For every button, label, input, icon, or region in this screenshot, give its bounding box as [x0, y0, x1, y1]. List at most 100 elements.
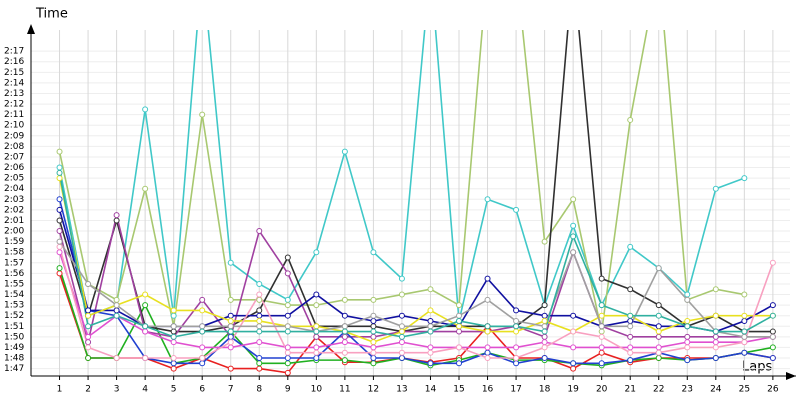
point	[256, 323, 263, 330]
point	[56, 217, 63, 224]
point	[341, 296, 348, 303]
point	[227, 259, 234, 266]
point	[456, 328, 463, 335]
point	[370, 249, 377, 256]
x-tick-label: 15	[453, 385, 464, 395]
point	[598, 302, 605, 309]
point	[655, 302, 662, 309]
point	[56, 238, 63, 245]
point	[456, 302, 463, 309]
point	[398, 291, 405, 298]
y-tick-label: 2:14	[4, 78, 24, 88]
point	[85, 312, 92, 319]
point	[627, 357, 634, 364]
y-tick-label: 1:49	[4, 343, 24, 353]
point	[398, 328, 405, 335]
series-line	[58, 241, 773, 338]
point	[398, 333, 405, 340]
point	[313, 333, 320, 340]
point	[256, 307, 263, 314]
plot-area	[56, 30, 776, 376]
point	[56, 228, 63, 235]
point	[513, 317, 520, 324]
y-tick-label: 2:06	[4, 163, 24, 173]
y-tick-label: 2:13	[4, 89, 24, 99]
x-tick-label: 22	[653, 385, 664, 395]
point	[256, 355, 263, 362]
point	[313, 302, 320, 309]
point	[570, 360, 577, 367]
point	[427, 317, 434, 324]
point	[398, 312, 405, 319]
point	[769, 344, 776, 351]
series-line	[58, 199, 774, 365]
point	[570, 312, 577, 319]
point	[484, 344, 491, 351]
point	[170, 328, 177, 335]
x-tick-label: 9	[285, 385, 291, 395]
point	[513, 328, 520, 335]
series-line	[58, 267, 774, 367]
point	[113, 217, 120, 224]
point	[313, 355, 320, 362]
point	[113, 355, 120, 362]
x-tick-label: 23	[682, 385, 693, 395]
point	[456, 317, 463, 324]
point	[199, 355, 206, 362]
point	[513, 344, 520, 351]
point	[85, 355, 92, 362]
point	[570, 365, 577, 372]
point	[170, 360, 177, 367]
y-tick-label: 1:55	[4, 279, 24, 289]
point	[341, 328, 348, 335]
point	[170, 312, 177, 319]
point	[370, 339, 377, 346]
point	[56, 148, 63, 155]
y-tick-label: 1:50	[4, 332, 24, 342]
point	[56, 196, 63, 203]
point	[513, 206, 520, 213]
point	[541, 333, 548, 340]
point	[256, 317, 263, 324]
x-tick-label: 2	[85, 385, 91, 395]
point	[655, 328, 662, 335]
point	[256, 312, 263, 319]
point	[56, 206, 63, 213]
y-tick-label: 2:15	[4, 68, 24, 78]
y-tick-label: 1:48	[4, 354, 24, 364]
series-line	[58, 177, 773, 343]
point	[598, 328, 605, 335]
point	[56, 243, 63, 250]
point	[598, 312, 605, 319]
x-tick-label: 20	[596, 385, 608, 395]
point	[456, 312, 463, 319]
point	[541, 312, 548, 319]
point	[256, 360, 263, 367]
point	[284, 296, 291, 303]
point	[370, 355, 377, 362]
point	[541, 328, 548, 335]
point	[712, 185, 719, 192]
x-tick-label: 21	[624, 385, 635, 395]
point	[56, 175, 63, 182]
point	[170, 339, 177, 346]
point	[427, 307, 434, 314]
point	[341, 148, 348, 155]
point	[712, 344, 719, 351]
y-tick-label: 1:57	[4, 258, 24, 268]
point	[199, 323, 206, 330]
point	[712, 328, 719, 335]
point	[284, 369, 291, 376]
point	[341, 349, 348, 356]
point	[284, 323, 291, 330]
point	[85, 323, 92, 330]
point	[513, 323, 520, 330]
point	[398, 275, 405, 282]
point	[256, 339, 263, 346]
y-tick-label: 1:52	[4, 311, 24, 321]
y-tick-label: 2:08	[4, 142, 24, 152]
chart-title: Time	[35, 7, 68, 22]
point	[142, 323, 149, 330]
y-tick-label: 2:04	[4, 184, 24, 194]
